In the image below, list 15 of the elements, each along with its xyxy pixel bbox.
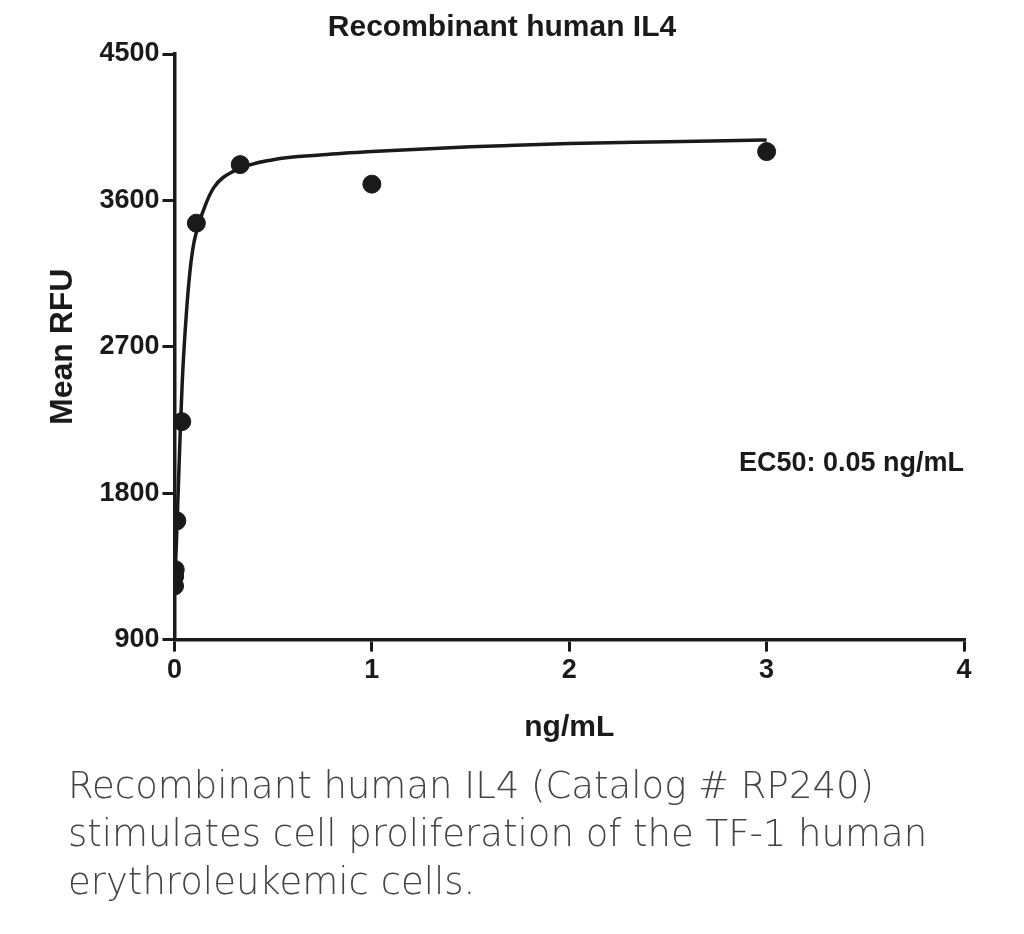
y-tick-label: 1800 [99, 476, 160, 507]
x-tick-label: 0 [166, 654, 182, 685]
y-tick-label: 900 [114, 623, 160, 654]
chart-title: Recombinant human IL4 [327, 9, 677, 43]
x-axis-title: ng/mL [524, 709, 615, 743]
y-tick-label: 2700 [99, 330, 160, 361]
y-axis-title: Mean RFU [43, 268, 80, 426]
text: Recombinant human IL4 (Catalog # RP240) stimulates cell proliferation of the TF-1 human erythroleukemic cells. [68, 763, 929, 905]
y-tick-label: 3600 [99, 183, 160, 214]
x-tick-label: 3 [759, 654, 775, 685]
x-tick-label: 1 [364, 654, 380, 685]
x-tick-label: 2 [561, 654, 577, 685]
annotation: EC50: 0.05 ng/mL [738, 447, 964, 478]
y-tick-label: 4500 [99, 37, 160, 68]
x-tick-label: 4 [956, 654, 972, 685]
